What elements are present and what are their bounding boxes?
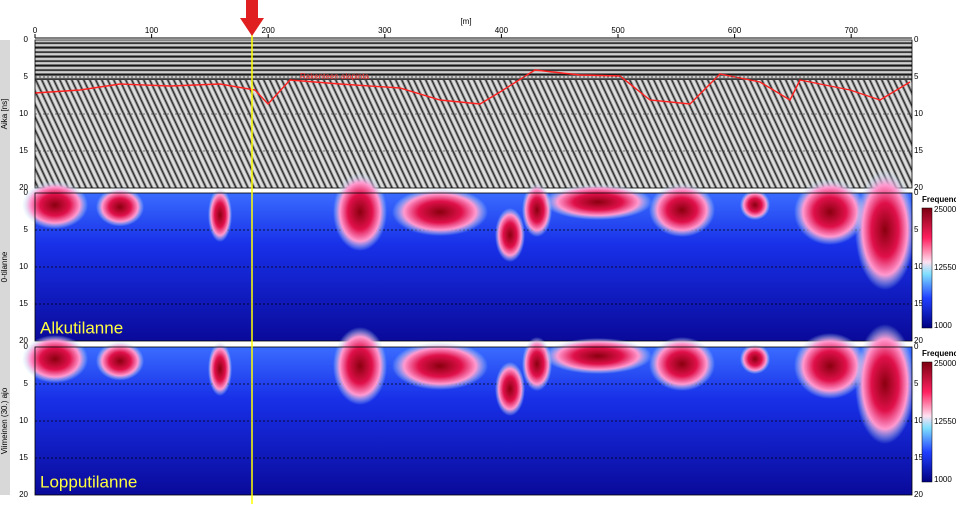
colorbar (921, 361, 933, 483)
y-tick-label: 15 (19, 453, 28, 462)
y-tick-label: 15 (19, 299, 28, 308)
caption: Alkutilanne (40, 318, 123, 337)
hot-spot (495, 362, 525, 416)
hot-spot (392, 342, 488, 390)
colorbar-title: Frequency (922, 195, 956, 204)
y-tick-label: 20 (19, 336, 28, 345)
hot-spot (208, 342, 232, 396)
x-tick-label: 100 (145, 26, 159, 35)
colorbar-label: 12550 (934, 417, 956, 426)
y-tick-label: 10 (19, 416, 28, 425)
y-tick-label: 10 (19, 109, 28, 118)
y-tick-label: 0 (914, 35, 919, 44)
x-tick-label: 200 (262, 26, 276, 35)
colorbar-title: Frequency (922, 349, 956, 358)
hot-spot (544, 338, 652, 374)
caption: Lopputilanne (40, 472, 137, 491)
hot-spot (22, 335, 88, 383)
hot-spot (522, 183, 552, 237)
hot-spot (495, 208, 525, 262)
panel-border (34, 192, 913, 342)
hot-spot (22, 181, 88, 229)
y-tick-label: 0 (24, 35, 29, 44)
hot-spot (333, 327, 387, 405)
panel-border (34, 39, 913, 189)
hot-spot (649, 337, 715, 391)
side-strip (0, 40, 10, 495)
hot-spot (208, 188, 232, 242)
panel-border (34, 346, 913, 496)
y-tick-label: 10 (914, 262, 923, 271)
colorbar-label: 12550 (934, 263, 956, 272)
y-tick-label: 5 (24, 72, 29, 81)
y-tick-label: 15 (914, 299, 923, 308)
y-tick-label: 5 (24, 225, 29, 234)
hot-spot (392, 188, 488, 236)
hot-spot (96, 187, 144, 227)
hot-spot (333, 173, 387, 251)
y-tick-label: 20 (914, 183, 923, 192)
y-tick-label: 5 (914, 225, 919, 234)
hot-spot (96, 341, 144, 381)
panels (0, 40, 912, 495)
hot-spot (740, 344, 770, 374)
y-tick-label: 20 (19, 490, 28, 499)
colorbar-label: 1000 (934, 321, 952, 330)
marker-arrow (240, 0, 264, 36)
y-tick-label: 5 (914, 72, 919, 81)
y-axis-label: Aika [ns] (0, 99, 9, 130)
hot-spot (544, 184, 652, 220)
hot-spot (649, 183, 715, 237)
y-tick-label: 15 (914, 453, 923, 462)
x-tick-label: 700 (845, 26, 859, 35)
hot-spot (522, 337, 552, 391)
y-tick-label: 5 (24, 379, 29, 388)
y-tick-label: 15 (914, 146, 923, 155)
annotation: Rakenteen alapinta (300, 72, 369, 81)
axis-label: [m] (460, 17, 471, 26)
hot-spot (794, 333, 866, 399)
y-axis-label: Viimeinen (30.) ajo (0, 387, 9, 454)
interface-line (34, 69, 911, 106)
colorbar (921, 207, 933, 329)
y-tick-label: 10 (914, 416, 923, 425)
hot-spot (855, 170, 915, 290)
y-axis-label: 0-tilanne (0, 251, 9, 282)
y-tick-label: 10 (914, 109, 923, 118)
x-tick-label: 300 (378, 26, 392, 35)
colorbar-label: 1000 (934, 475, 952, 484)
x-tick-label: 0 (33, 26, 38, 35)
x-tick-label: 600 (728, 26, 742, 35)
hot-spot (740, 190, 770, 220)
hot-spot (855, 324, 915, 444)
x-tick-label: 400 (495, 26, 509, 35)
hot-spot (794, 179, 866, 245)
y-tick-label: 20 (914, 336, 923, 345)
y-tick-label: 0 (914, 188, 919, 197)
y-tick-label: 0 (24, 342, 29, 351)
colorbar-label: 25000 (934, 205, 956, 214)
y-tick-label: 0 (914, 342, 919, 351)
y-tick-label: 20 (19, 183, 28, 192)
x-tick-label: 500 (611, 26, 625, 35)
y-tick-label: 15 (19, 146, 28, 155)
colorbar-label: 25000 (934, 359, 956, 368)
radargram-bands (35, 40, 912, 80)
y-tick-label: 10 (19, 262, 28, 271)
y-tick-label: 0 (24, 188, 29, 197)
y-tick-label: 20 (914, 490, 923, 499)
y-tick-label: 5 (914, 379, 919, 388)
